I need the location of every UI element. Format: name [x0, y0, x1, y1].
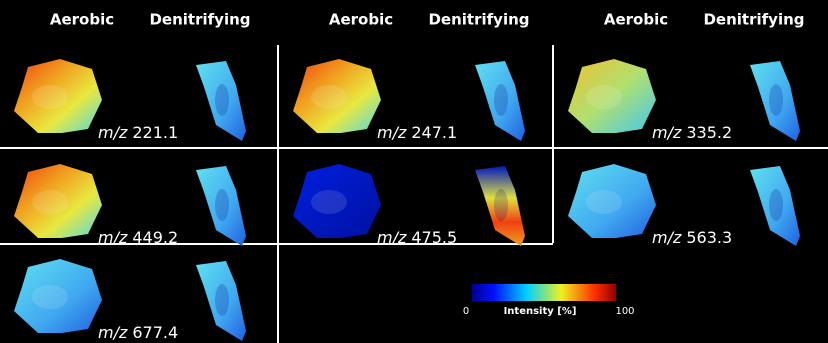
column-header: Aerobic — [604, 11, 668, 29]
mz-prefix: m/z — [652, 123, 682, 142]
page: {"columns": [ {"left": "Aerobic", "right… — [0, 0, 828, 343]
dividers — [0, 45, 828, 343]
image-texture — [215, 189, 229, 221]
mz-prefix: m/z — [98, 228, 128, 247]
mz-prefix: m/z — [98, 323, 128, 342]
mz-prefix: m/z — [98, 123, 128, 142]
mz-value: 449.2 — [132, 228, 178, 247]
mz-prefix: m/z — [377, 228, 407, 247]
image-texture — [769, 189, 783, 221]
mz-prefix: m/z — [652, 228, 682, 247]
image-texture — [215, 84, 229, 116]
column-header: Denitrifying — [428, 11, 529, 29]
column-header: Denitrifying — [149, 11, 250, 29]
colorbar — [472, 284, 616, 301]
column-header: Aerobic — [329, 11, 393, 29]
image-texture — [586, 190, 622, 214]
image-texture — [769, 84, 783, 116]
image-texture — [311, 190, 347, 214]
column-header: Aerobic — [50, 11, 114, 29]
image-texture — [32, 285, 68, 309]
colorbar-label: Intensity [%] — [504, 306, 577, 317]
image-texture — [494, 84, 508, 116]
image-texture — [32, 85, 68, 109]
colorbar-min: 0 — [463, 306, 469, 317]
mz-value: 335.2 — [686, 123, 732, 142]
mz-value: 475.5 — [411, 228, 457, 247]
image-texture — [32, 190, 68, 214]
mz-value: 221.1 — [132, 123, 178, 142]
image-texture — [586, 85, 622, 109]
image-texture — [494, 189, 508, 221]
mz-value: 563.3 — [686, 228, 732, 247]
image-texture — [311, 85, 347, 109]
colorbar-max: 100 — [615, 306, 634, 317]
mz-prefix: m/z — [377, 123, 407, 142]
mz-value: 677.4 — [132, 323, 178, 342]
figure: 0 Intensity [%] 100 Aerobic Denitrifying A… — [0, 0, 828, 343]
column-header: Denitrifying — [703, 11, 804, 29]
image-texture — [215, 284, 229, 316]
mz-value: 247.1 — [411, 123, 457, 142]
